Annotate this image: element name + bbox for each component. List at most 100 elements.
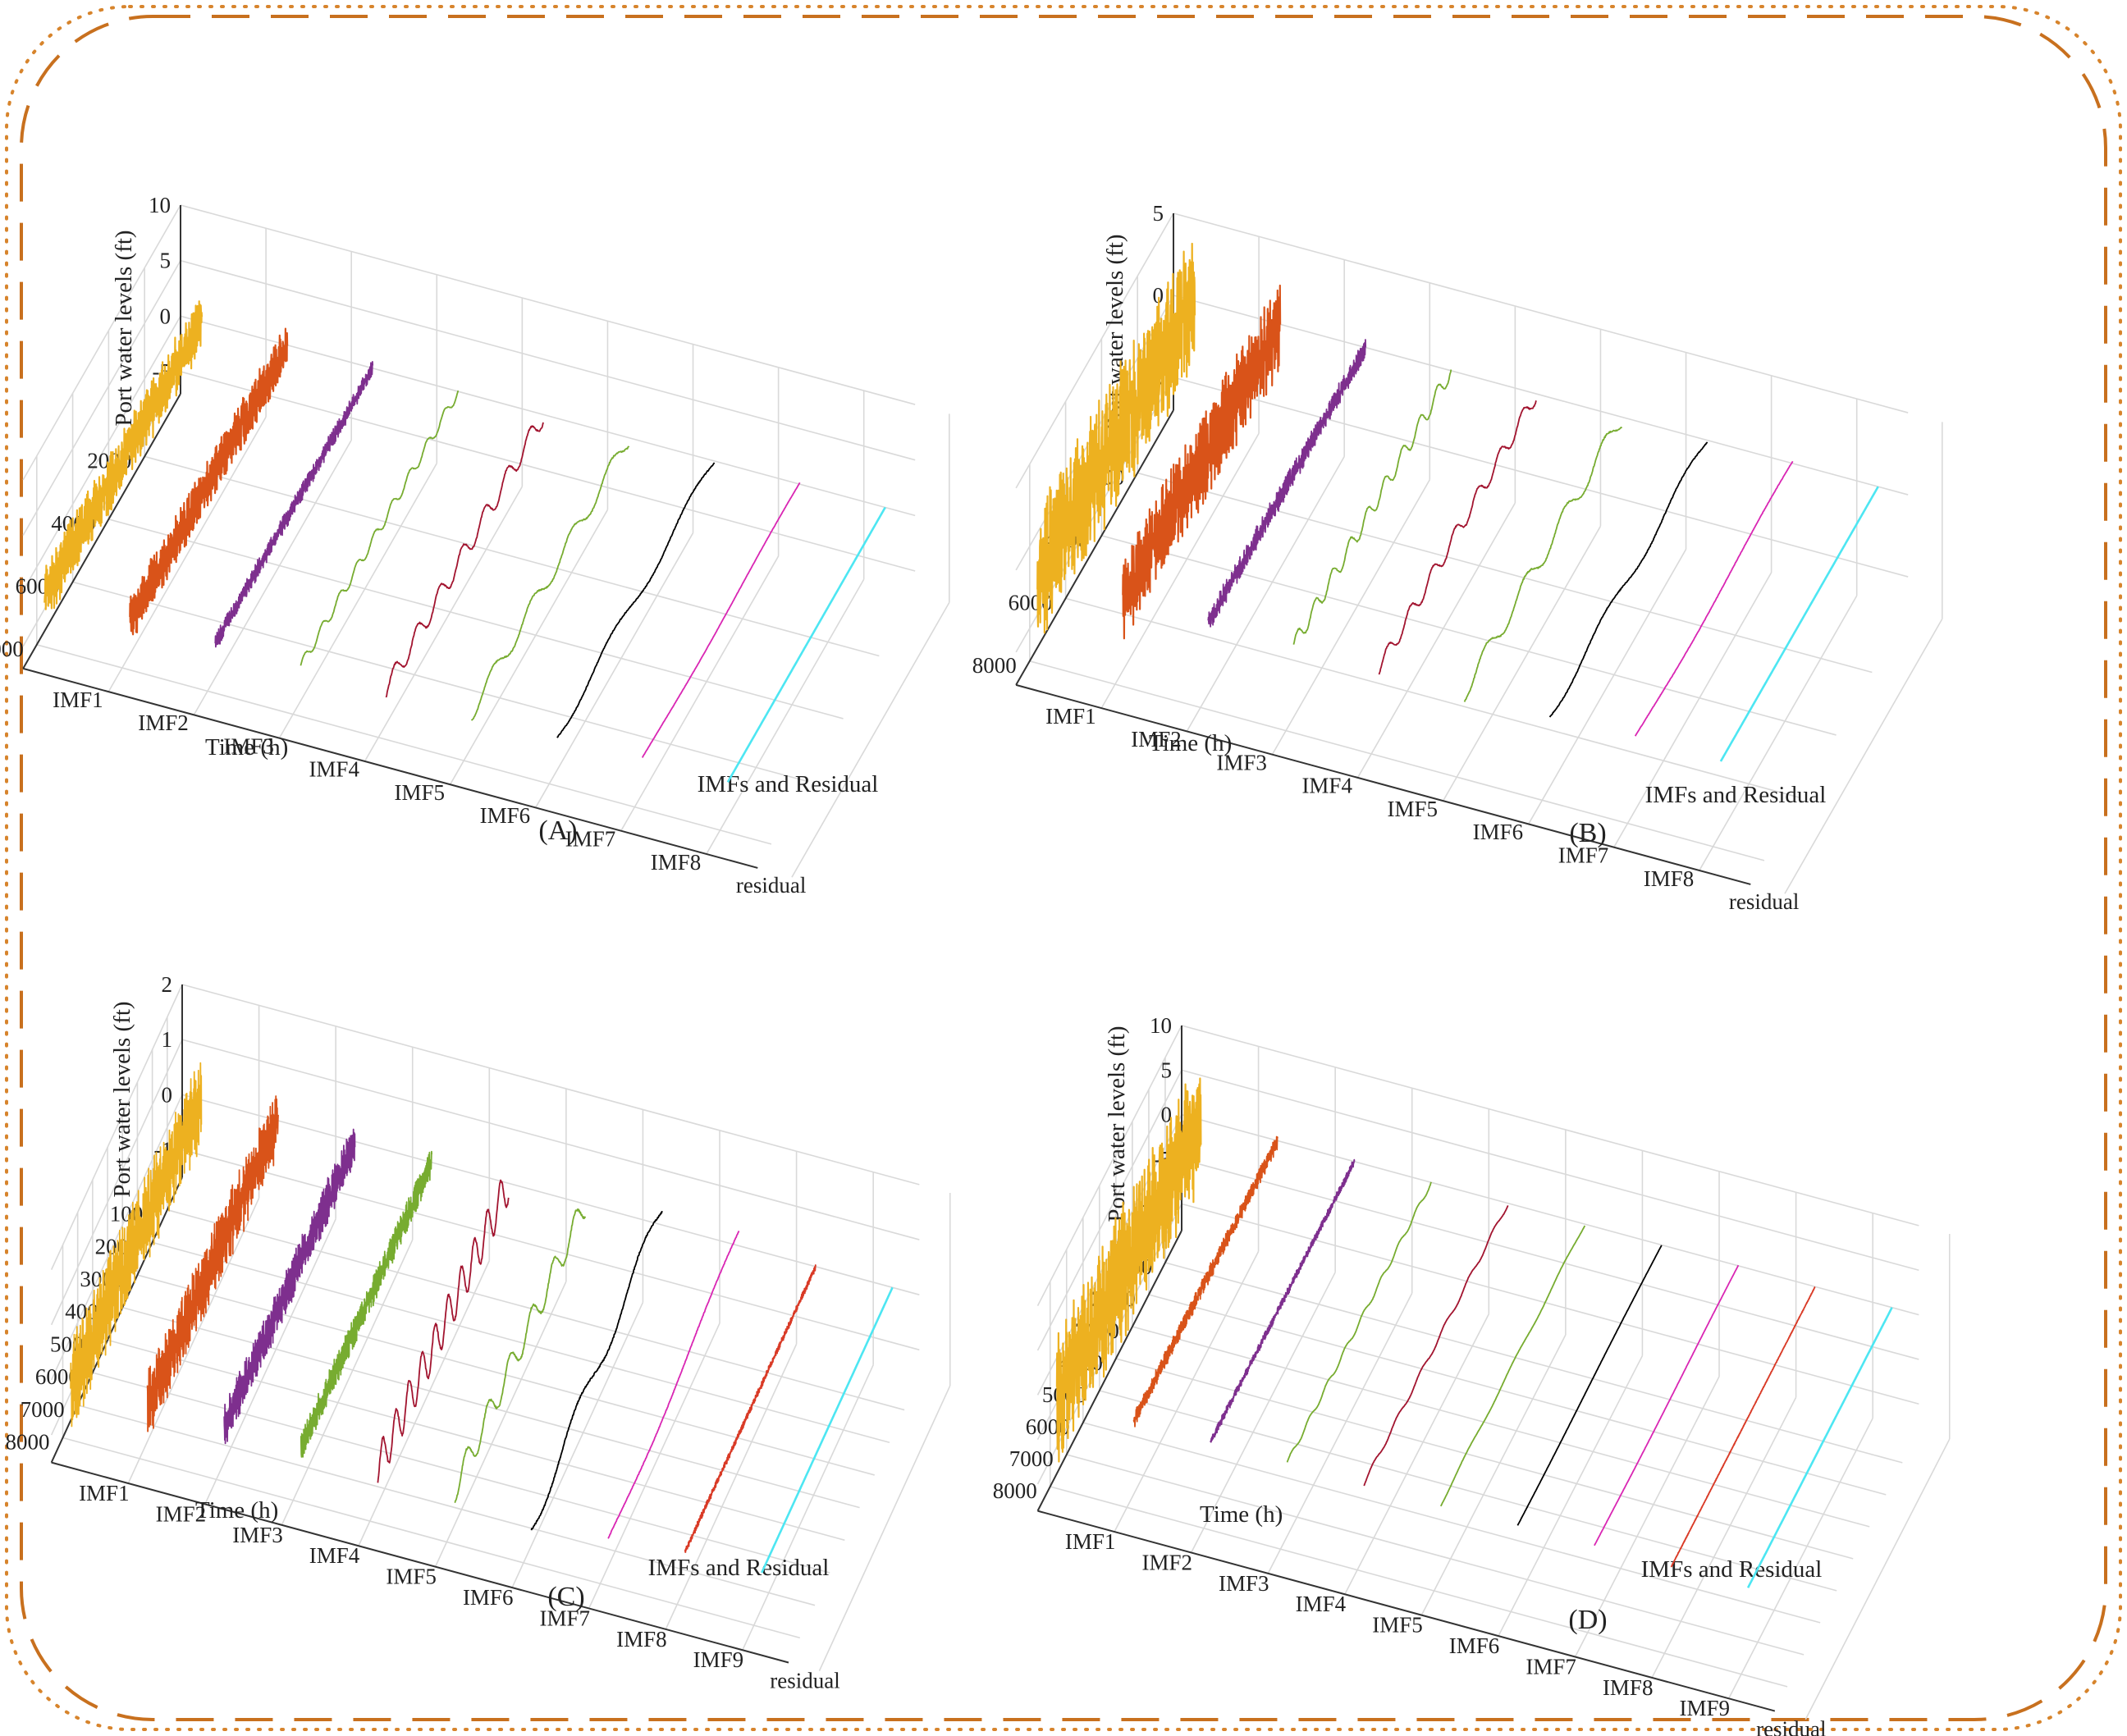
grid-line: [1173, 377, 1909, 578]
grid: [22, 204, 950, 878]
grid-line: [620, 555, 780, 832]
series-line-residual: [761, 1286, 894, 1574]
grid-line: [1344, 1313, 1490, 1595]
grid-line: [1099, 1390, 1837, 1592]
grid-line: [1137, 472, 1873, 674]
grid-line: [1114, 1251, 1260, 1533]
category-tick-label: IMF3: [223, 733, 274, 758]
grid-line: [1442, 525, 1602, 802]
category-tick-label: IMF2: [138, 710, 189, 735]
series-line-imf4: [1292, 369, 1452, 645]
grid-line: [1699, 595, 1858, 871]
grid-line: [1065, 597, 1800, 799]
series-line-imf7: [1548, 441, 1708, 718]
z-tick-label: 5: [1161, 1058, 1173, 1082]
category-tick-label: residual: [1729, 889, 1799, 914]
category-axis: [1015, 683, 1751, 885]
z-tick-label: 2: [162, 972, 173, 997]
series-line-imf8: [1634, 460, 1794, 737]
z-tick-label: 10: [1150, 1013, 1172, 1038]
time-axis: [1015, 409, 1174, 686]
category-axis-label: IMFs and Residual: [1645, 782, 1827, 808]
category-tick-label: IMF4: [309, 757, 359, 782]
grid-line: [180, 259, 916, 461]
series-line-imf4: [300, 1150, 432, 1458]
panel-a: 1050-52000400060008000IMF1IMF2IMF3IMF4IM…: [0, 193, 950, 898]
grid-line: [1036, 1114, 1182, 1396]
grid-line: [1173, 295, 1909, 496]
grid-line: [1727, 1418, 1873, 1699]
series-line-imf1: [70, 1062, 203, 1428]
series-line-imf6: [1439, 1225, 1586, 1507]
grid-line: [107, 416, 267, 692]
series-line-imf9: [684, 1264, 816, 1553]
time-tick-label: 8000: [5, 1429, 49, 1454]
grid-line: [122, 1306, 860, 1509]
series-line-imf9: [1670, 1286, 1816, 1568]
time-axis: [22, 393, 181, 669]
series-line-imf4: [1286, 1181, 1432, 1463]
series-line-imf7: [1516, 1245, 1663, 1526]
grid-line: [281, 1239, 414, 1526]
grid-line: [1498, 1355, 1644, 1637]
grid-line: [358, 1260, 491, 1546]
grid-line: [665, 1343, 798, 1630]
category-tick-label: IMF7: [1525, 1654, 1576, 1679]
grid-line: [818, 1385, 951, 1672]
category-tick-label: IMF1: [79, 1481, 130, 1505]
category-tick-label: IMF4: [1301, 774, 1352, 798]
time-tick-label: 8000: [0, 637, 24, 661]
category-tick-label: IMF7: [540, 1606, 591, 1630]
grid-line: [1029, 660, 1765, 861]
grid-line: [1356, 502, 1516, 779]
grid-line: [22, 204, 181, 481]
grid-line: [181, 1149, 920, 1351]
category-tick-label: IMF7: [565, 827, 616, 852]
category-tick-label: IMF5: [386, 1565, 437, 1589]
z-tick-label: 1: [162, 1027, 173, 1052]
z-tick-label: 0: [160, 304, 172, 328]
grid-line: [180, 204, 916, 405]
time-tick-label: 7000: [21, 1397, 65, 1422]
series-line-imf6: [470, 445, 630, 721]
category-tick-label: IMF3: [1219, 1571, 1269, 1596]
panel-label: (C): [547, 1582, 584, 1612]
panel-d: 1050-5-101000200030004000500060007000800…: [993, 1013, 1951, 1736]
category-tick-label: IMF3: [232, 1523, 283, 1547]
z-tick-label: 5: [1153, 201, 1164, 226]
grid-line: [1784, 618, 1943, 894]
series-line-imf3: [1210, 1158, 1356, 1443]
grid-line: [791, 601, 950, 878]
category-axis-label: IMFs and Residual: [1641, 1556, 1823, 1583]
grid-line: [36, 644, 772, 845]
series-line-imf2: [1132, 1135, 1278, 1428]
panel-c: 210-110002000300040005000600070008000IMF…: [5, 972, 951, 1693]
series-line-residual: [1719, 486, 1879, 762]
time-tick-label: 8000: [972, 653, 1017, 678]
grid-line: [50, 984, 183, 1270]
grid-line: [193, 440, 352, 715]
grid-line: [706, 578, 865, 855]
time-tick-label: 7000: [1009, 1446, 1054, 1471]
grid-line: [1181, 1069, 1919, 1272]
grid-line: [1420, 1334, 1567, 1616]
grid-line: [22, 315, 181, 592]
grid-line: [1267, 1292, 1413, 1574]
category-tick-label: IMF6: [480, 803, 531, 828]
grid-line: [1181, 1113, 1919, 1316]
panel-label: (A): [538, 815, 577, 846]
series-line-imf5: [385, 422, 545, 698]
category-tick-label: IMF5: [1372, 1613, 1423, 1638]
grid-line: [22, 260, 181, 536]
series-line-imf8: [607, 1231, 740, 1539]
category-tick-label: IMF6: [1473, 820, 1524, 844]
grid-line: [1148, 1294, 1887, 1496]
grid-line: [1050, 1486, 1788, 1688]
time-axis: [1036, 1230, 1182, 1512]
series-line-imf6: [1463, 426, 1623, 702]
time-tick-label: 8000: [993, 1478, 1037, 1503]
grid-line: [278, 463, 437, 739]
category-tick-label: IMF6: [463, 1585, 514, 1610]
grid-line: [1164, 1262, 1903, 1464]
panel-b: 50-52000400060008000IMF1IMF2IMF3IMF4IMF5…: [972, 201, 1943, 914]
